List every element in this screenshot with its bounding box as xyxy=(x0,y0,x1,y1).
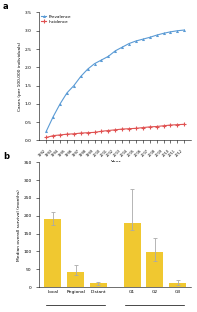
Prevalence xyxy=(176,29,178,33)
Incidence xyxy=(128,127,130,131)
Prevalence xyxy=(59,102,61,106)
Prevalence xyxy=(128,42,130,46)
Bar xyxy=(45,219,61,287)
Bar xyxy=(90,284,107,287)
Incidence xyxy=(142,126,144,129)
Prevalence xyxy=(100,58,103,62)
Prevalence xyxy=(107,55,110,58)
Prevalence xyxy=(73,84,75,87)
Incidence xyxy=(107,129,110,132)
Prevalence xyxy=(155,33,158,37)
Incidence xyxy=(176,123,178,127)
Incidence xyxy=(149,125,151,129)
Incidence xyxy=(169,123,172,127)
Y-axis label: Median overall survival (months): Median overall survival (months) xyxy=(17,189,21,261)
Incidence xyxy=(114,128,116,132)
Bar xyxy=(67,272,84,287)
Incidence xyxy=(59,133,61,137)
Incidence xyxy=(135,126,137,130)
Prevalence xyxy=(52,115,54,119)
Y-axis label: Cases (per 100,000 individuals): Cases (per 100,000 individuals) xyxy=(18,42,22,111)
Legend: Prevalence, Incidence: Prevalence, Incidence xyxy=(42,15,71,24)
Prevalence xyxy=(93,62,96,66)
Incidence xyxy=(183,122,185,126)
Incidence xyxy=(80,131,82,135)
Prevalence xyxy=(114,49,116,53)
Bar xyxy=(124,223,141,287)
Line: Prevalence: Prevalence xyxy=(45,28,186,133)
Incidence xyxy=(155,124,158,128)
Incidence xyxy=(73,132,75,136)
Incidence xyxy=(93,130,96,134)
Text: b: b xyxy=(3,152,9,161)
Incidence xyxy=(66,132,68,136)
Bar xyxy=(146,252,163,287)
Prevalence xyxy=(183,28,185,32)
Prevalence xyxy=(162,32,165,35)
Prevalence xyxy=(135,39,137,43)
Prevalence xyxy=(66,91,68,95)
Bar xyxy=(169,284,186,287)
Text: a: a xyxy=(3,2,9,11)
Prevalence xyxy=(149,36,151,39)
Prevalence xyxy=(45,129,47,133)
Incidence xyxy=(100,129,103,133)
Line: Incidence: Incidence xyxy=(44,122,186,139)
Incidence xyxy=(162,124,165,128)
Prevalence xyxy=(121,45,123,49)
Prevalence xyxy=(80,75,82,78)
Incidence xyxy=(121,127,123,131)
Incidence xyxy=(52,134,54,138)
Prevalence xyxy=(86,67,89,71)
Incidence xyxy=(86,131,89,134)
X-axis label: Year: Year xyxy=(110,160,121,165)
Prevalence xyxy=(169,30,172,34)
Prevalence xyxy=(142,37,144,41)
Incidence xyxy=(45,136,47,139)
